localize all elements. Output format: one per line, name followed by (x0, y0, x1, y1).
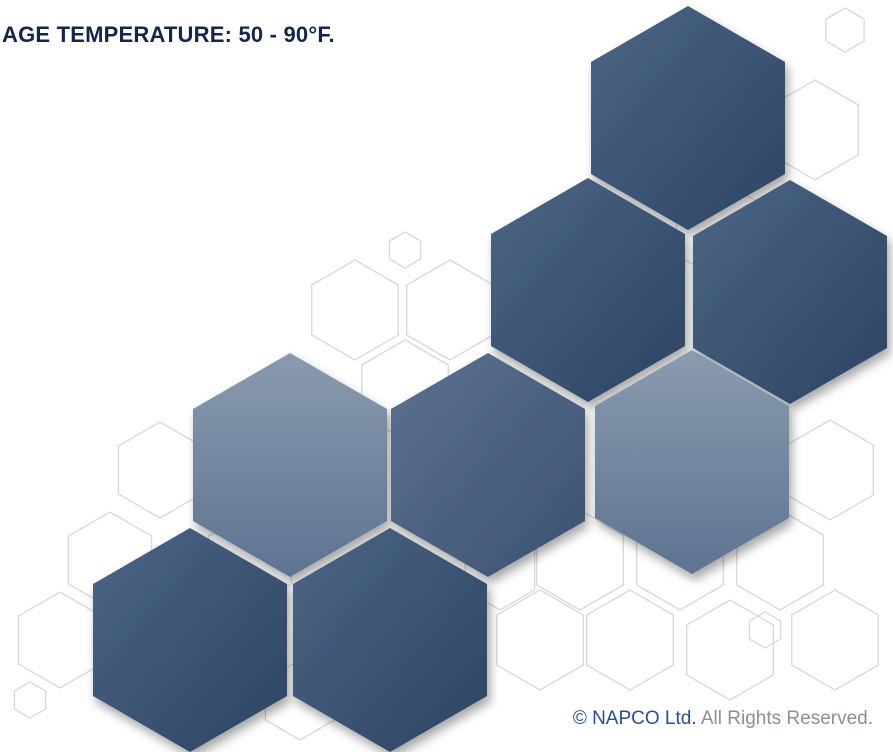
photo-hexagon (693, 180, 887, 404)
outline-hexagon (748, 611, 782, 649)
footer-brand: © NAPCO Ltd. (572, 708, 697, 729)
outline-hexagon (17, 591, 103, 689)
photo-hexagon (293, 528, 487, 752)
footer-rights: All Rights Reserved. (700, 708, 873, 729)
footer: © NAPCO Ltd. All Rights Reserved. (573, 708, 873, 730)
outline-hexagon (786, 419, 874, 521)
outline-hexagon (586, 589, 674, 691)
outline-hexagon (311, 259, 399, 361)
photo-hexagon (93, 528, 287, 752)
outline-hexagon (406, 259, 494, 361)
outline-hexagon (791, 589, 879, 691)
outline-hexagon (388, 231, 422, 269)
photo-hexagon (595, 350, 789, 574)
outline-hexagon (13, 681, 47, 719)
header-text: AGE TEMPERATURE: 50 - 90°F. (2, 22, 335, 47)
photo-hexagon (193, 353, 387, 577)
photo-hexagon (591, 6, 785, 230)
outline-hexagon (117, 421, 203, 519)
outline-hexagon (496, 589, 584, 691)
photo-hexagon (491, 178, 685, 402)
photo-hexagon (391, 353, 585, 577)
outline-hexagon (825, 7, 865, 53)
outline-hexagon (686, 599, 774, 701)
photo-hexagons (93, 6, 887, 752)
